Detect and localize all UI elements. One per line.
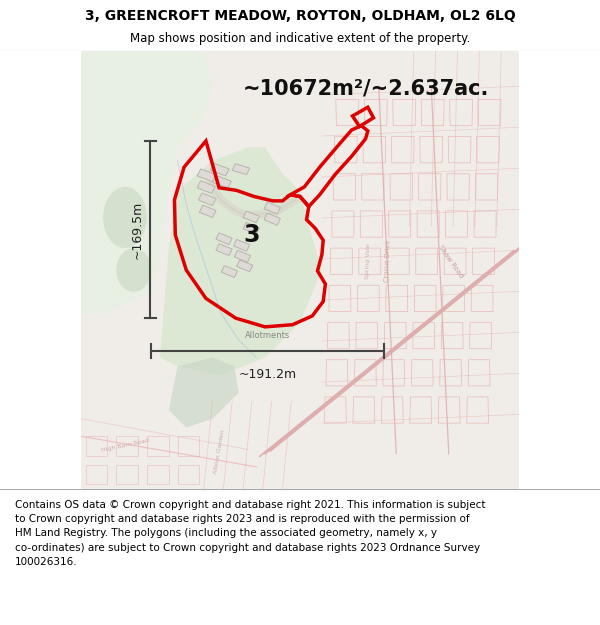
Text: ~191.2m: ~191.2m bbox=[239, 368, 296, 381]
Bar bbox=[86, 436, 107, 456]
Text: Spring Vale: Spring Vale bbox=[365, 243, 371, 279]
Polygon shape bbox=[233, 239, 250, 251]
Text: Contains OS data © Crown copyright and database right 2021. This information is : Contains OS data © Crown copyright and d… bbox=[15, 499, 485, 568]
Bar bbox=[116, 465, 138, 484]
Text: Albion Garden: Albion Garden bbox=[213, 429, 226, 474]
Polygon shape bbox=[264, 202, 280, 214]
Text: Crocus Drive: Crocus Drive bbox=[384, 240, 391, 282]
Text: Map shows position and indicative extent of the property.: Map shows position and indicative extent… bbox=[130, 32, 470, 45]
Polygon shape bbox=[235, 250, 251, 262]
Polygon shape bbox=[197, 169, 216, 182]
Text: Allotments: Allotments bbox=[245, 331, 290, 340]
Polygon shape bbox=[236, 260, 253, 272]
Bar bbox=[86, 465, 107, 484]
Text: ~169.5m: ~169.5m bbox=[131, 201, 144, 259]
Polygon shape bbox=[199, 205, 216, 217]
Polygon shape bbox=[243, 211, 259, 222]
Bar bbox=[178, 436, 199, 456]
Polygon shape bbox=[264, 213, 280, 226]
Text: High Barn Road: High Barn Road bbox=[101, 438, 149, 452]
Polygon shape bbox=[160, 148, 322, 375]
Ellipse shape bbox=[116, 248, 151, 292]
Bar bbox=[147, 465, 169, 484]
Polygon shape bbox=[221, 266, 238, 278]
Bar bbox=[178, 465, 199, 484]
Polygon shape bbox=[197, 181, 215, 194]
Polygon shape bbox=[243, 222, 259, 234]
Polygon shape bbox=[216, 232, 232, 244]
Ellipse shape bbox=[103, 187, 147, 248]
Polygon shape bbox=[212, 176, 232, 188]
Bar bbox=[116, 436, 138, 456]
Polygon shape bbox=[232, 164, 250, 174]
Text: 3: 3 bbox=[244, 223, 260, 247]
Polygon shape bbox=[199, 193, 216, 206]
Polygon shape bbox=[211, 163, 229, 176]
Polygon shape bbox=[216, 244, 232, 256]
Text: Shaw Road: Shaw Road bbox=[437, 244, 464, 279]
Bar bbox=[147, 436, 169, 456]
Text: 3, GREENCROFT MEADOW, ROYTON, OLDHAM, OL2 6LQ: 3, GREENCROFT MEADOW, ROYTON, OLDHAM, OL… bbox=[85, 9, 515, 23]
Polygon shape bbox=[81, 51, 212, 314]
Polygon shape bbox=[169, 357, 239, 428]
Text: ~10672m²/~2.637ac.: ~10672m²/~2.637ac. bbox=[243, 78, 490, 98]
